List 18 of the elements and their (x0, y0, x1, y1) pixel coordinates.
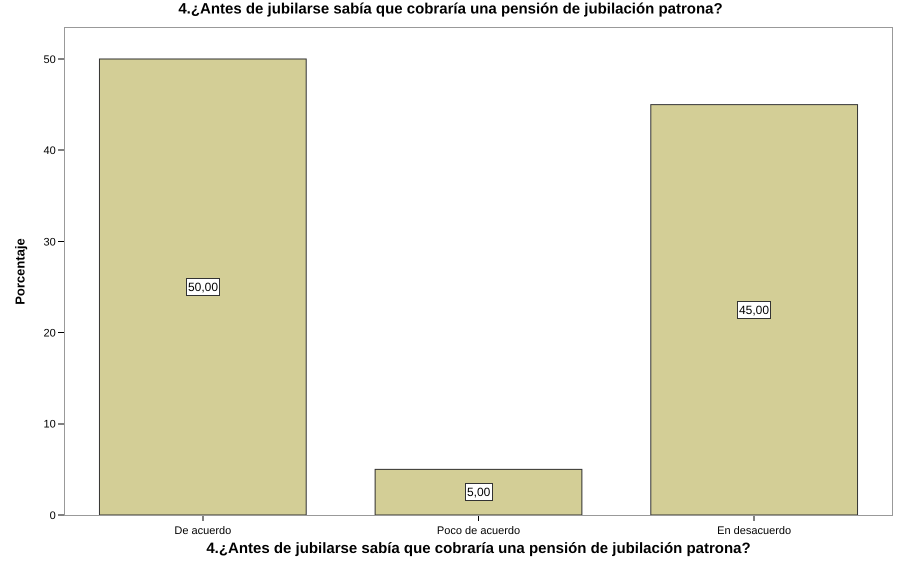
chart-title: 4.¿Antes de jubilarse sabía que cobraría una pensión de jubilación patrona? (178, 0, 723, 18)
y-tick-label: 10 (44, 418, 56, 431)
bar (650, 104, 858, 515)
bar (98, 58, 307, 515)
y-tick-label: 30 (44, 236, 56, 248)
y-tick-label: 0 (50, 510, 56, 522)
x-tick-label: En desacuerdo (717, 525, 792, 538)
data-label: 50,00 (188, 280, 218, 294)
x-axis-title: 4.¿Antes de jubilarse sabía que cobraría una pensión de jubilación patrona? (206, 540, 751, 558)
x-tick-label: De acuerdo (174, 525, 232, 538)
y-axis-title: Porcentaje (12, 238, 28, 305)
bar (374, 468, 582, 515)
y-tick-label: 20 (44, 327, 56, 340)
y-tick-label: 50 (44, 54, 56, 66)
data-label: 5,00 (467, 485, 491, 499)
y-tick-label: 40 (44, 145, 56, 158)
x-tick-label: Poco de acuerdo (436, 525, 520, 538)
data-label: 45,00 (739, 303, 770, 317)
